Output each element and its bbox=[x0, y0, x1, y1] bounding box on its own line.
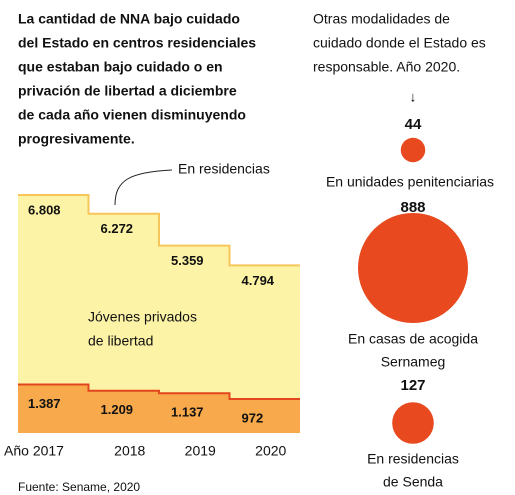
bubble bbox=[358, 213, 468, 323]
description: que estaban bajo cuidado o en bbox=[18, 59, 223, 75]
category-label: En residencias bbox=[367, 451, 459, 467]
value-label: 5.359 bbox=[171, 253, 204, 268]
source: Fuente: Sename, 2020 bbox=[18, 480, 140, 494]
description: privación de libertad a diciembre bbox=[18, 83, 237, 99]
value-label: 4.794 bbox=[242, 273, 275, 288]
description: cuidado donde el Estado es bbox=[313, 35, 486, 51]
description: responsable. Año 2020. bbox=[313, 59, 460, 75]
value-label: 888 bbox=[400, 199, 425, 216]
description: del Estado en centros residenciales bbox=[18, 35, 256, 51]
value-label: 44 bbox=[405, 116, 422, 133]
category-label: En unidades penitenciarias bbox=[326, 174, 494, 190]
value-label: 1.387 bbox=[28, 396, 61, 411]
annotation: Jóvenes privados bbox=[88, 309, 197, 325]
area-top-line bbox=[18, 194, 300, 267]
leader-line bbox=[114, 169, 173, 206]
value-label: 1.137 bbox=[171, 405, 204, 420]
category-label: Sernameg bbox=[381, 354, 446, 370]
arrow: ↓ bbox=[410, 89, 417, 105]
bubble bbox=[400, 137, 426, 163]
value-label: 6.808 bbox=[28, 202, 61, 217]
x-tick-label: 2018 bbox=[114, 443, 145, 459]
category-label: En casas de acogida bbox=[348, 331, 478, 347]
description: de cada año vienen disminuyendo bbox=[18, 107, 246, 123]
x-tick-label: 2020 bbox=[255, 443, 286, 459]
description: La cantidad de NNA bajo cuidado bbox=[18, 11, 240, 27]
x-tick-label: Año 2017 bbox=[4, 443, 64, 459]
area-top-line bbox=[18, 383, 300, 401]
value-label: 972 bbox=[242, 410, 264, 425]
description: Otras modalidades de bbox=[313, 11, 450, 27]
category-label: de Senda bbox=[383, 474, 443, 490]
value-label: 1.209 bbox=[101, 402, 134, 417]
value-label: 127 bbox=[400, 377, 425, 394]
x-tick-label: 2019 bbox=[185, 443, 216, 459]
annotation: En residencias bbox=[178, 161, 270, 177]
annotation: de libertad bbox=[88, 333, 153, 349]
bubble bbox=[392, 402, 434, 444]
value-label: 6.272 bbox=[101, 221, 134, 236]
description: progresivamente. bbox=[18, 131, 135, 147]
